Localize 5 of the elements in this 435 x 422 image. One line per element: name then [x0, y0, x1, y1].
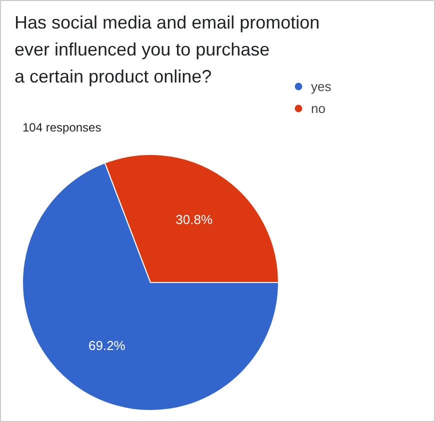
- data-label: 30.8%: [176, 212, 213, 227]
- legend-label: no: [311, 100, 326, 116]
- legend-label: yes: [311, 78, 332, 94]
- data-label: 69.2%: [88, 338, 126, 354]
- text: 104 responses: [22, 120, 102, 134]
